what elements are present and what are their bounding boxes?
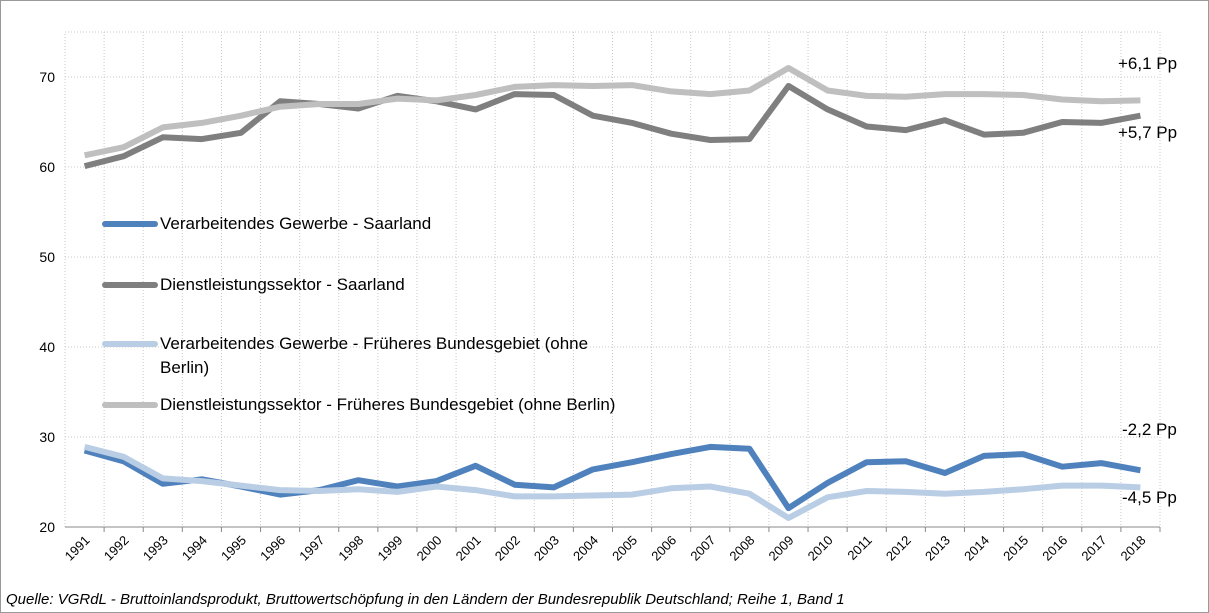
y-tick-label: 60: [39, 159, 55, 175]
series-line: [83, 443, 1141, 512]
x-tick-label: 1994: [179, 533, 210, 564]
series-line: [83, 65, 1141, 159]
x-tick-label: 2018: [1118, 533, 1149, 564]
y-tick-label: 30: [39, 429, 55, 445]
annotation: -4,5 Pp: [1122, 488, 1177, 507]
x-tick-label: 2002: [492, 533, 523, 564]
x-tick-label: 2016: [1039, 533, 1070, 564]
x-tick-label: 1992: [101, 533, 132, 564]
x-tick-label: 2014: [961, 533, 992, 564]
source: Quelle: VGRdL - Bruttoinlandsprodukt, Br…: [6, 591, 845, 608]
x-tick-label: 2007: [687, 533, 718, 564]
x-tick-label: 2010: [805, 533, 836, 564]
x-tick-label: 1997: [296, 533, 327, 564]
annotation: +5,7 Pp: [1118, 123, 1178, 142]
x-tick-label: 2008: [726, 533, 757, 564]
series-line: [83, 83, 1141, 170]
legend-label: Verarbeitendes Gewerbe - Früheres Bundes…: [160, 334, 589, 377]
x-tick-label: 1998: [335, 533, 366, 564]
annotation: +6,1 Pp: [1118, 54, 1178, 73]
x-tick-label: 2003: [531, 533, 562, 564]
x-tick-label: 1996: [257, 533, 288, 564]
y-tick-label: 40: [39, 339, 55, 355]
x-tick-label: 2011: [844, 533, 874, 563]
legend-label: Dienstleistungssektor - Früheres Bundesg…: [160, 395, 616, 414]
y-tick-label: 50: [39, 249, 55, 265]
y-tick-label: 70: [39, 69, 55, 85]
x-tick-label: 1993: [140, 533, 171, 564]
x-tick-label: 1995: [218, 533, 249, 564]
x-tick-label: 2004: [570, 533, 601, 564]
x-tick-label: 2006: [648, 533, 679, 564]
legend-label: Dienstleistungssektor - Saarland: [160, 275, 405, 294]
x-tick-label: 2009: [766, 533, 797, 564]
x-tick-label: 2012: [883, 533, 914, 564]
x-tick-label: 1999: [374, 533, 405, 564]
annotation: -2,2 Pp: [1122, 420, 1177, 439]
legend-label: Verarbeitendes Gewerbe - Saarland: [160, 214, 432, 233]
y-tick-label: 20: [39, 519, 55, 535]
x-tick-label: 2001: [453, 533, 484, 564]
x-tick-label: 2000: [414, 533, 445, 564]
series-line: [83, 443, 1141, 521]
x-tick-label: 2017: [1078, 533, 1109, 564]
x-tick-label: 2013: [922, 533, 953, 564]
x-tick-label: 2005: [609, 533, 640, 564]
x-tick-label: 2015: [1000, 533, 1031, 564]
x-tick-label: 1991: [62, 533, 93, 564]
